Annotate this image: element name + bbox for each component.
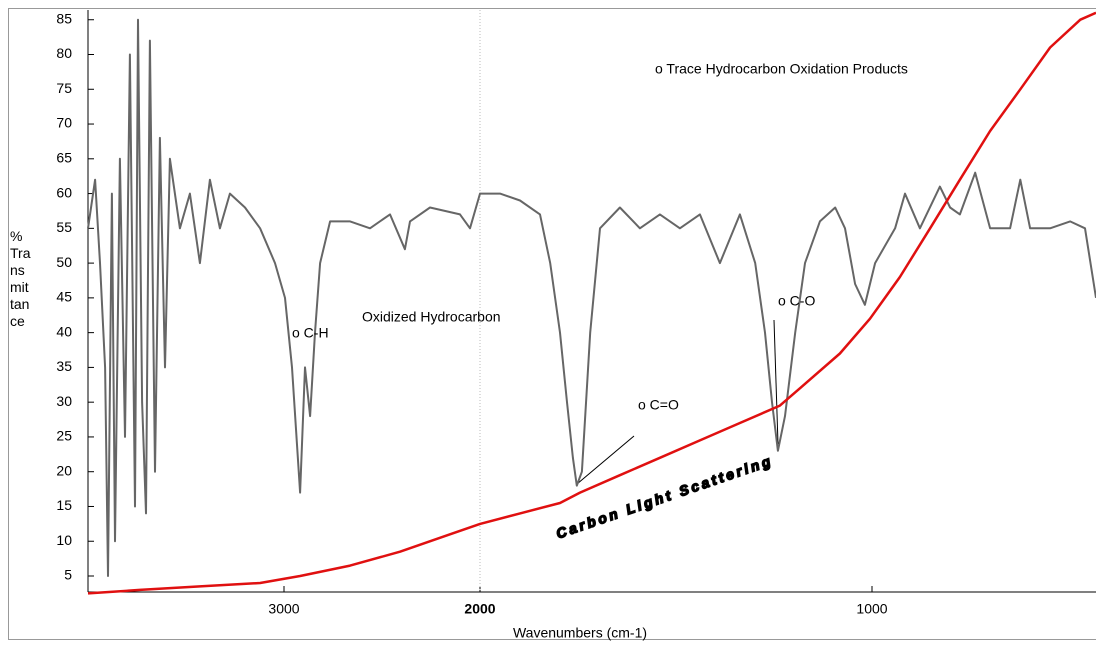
pointer-line: [773, 319, 779, 445]
y-tick-label: 25: [56, 428, 72, 444]
y-tick-label: 45: [56, 289, 72, 305]
x-tick-label: 2000: [464, 601, 495, 617]
y-tick-label: 35: [56, 358, 72, 374]
y-tick-label: 30: [56, 393, 72, 409]
y-tick-label: 10: [56, 532, 72, 548]
spectrum-line: [87, 11, 1096, 595]
x-axis-label: Wavenumbers (cm-1): [513, 625, 647, 641]
y-tick-label: 75: [56, 80, 72, 96]
y-tick-label: 65: [56, 150, 72, 166]
y-axis-label: % Transmittance: [10, 228, 31, 329]
y-tick-label: 15: [56, 497, 72, 513]
annotation: o C-H: [292, 325, 329, 341]
y-tick-label: 85: [56, 10, 72, 26]
y-tick-label: 60: [56, 184, 72, 200]
annotation: o C=O: [638, 397, 679, 413]
curve-label: Carbon Light Scattering: [554, 452, 775, 542]
y-tick-label: 40: [56, 323, 72, 339]
annotation: Oxidized Hydrocarbon: [362, 309, 501, 325]
y-tick-label: 20: [56, 462, 72, 478]
y-tick-label: 50: [56, 254, 72, 270]
frame: [8, 8, 1096, 640]
spectrum-line: [87, 18, 1096, 577]
pointer-line: [576, 435, 635, 485]
y-tick-label: 5: [64, 567, 72, 583]
y-tick-label: 80: [56, 45, 72, 61]
annotation: o Trace Hydrocarbon Oxidation Products: [655, 61, 908, 77]
y-tick-label: 55: [56, 219, 72, 235]
x-tick-label: 1000: [856, 601, 887, 617]
x-tick-label: 3000: [268, 601, 299, 617]
annotation: o C-O: [778, 293, 815, 309]
y-tick-label: 70: [56, 115, 72, 131]
